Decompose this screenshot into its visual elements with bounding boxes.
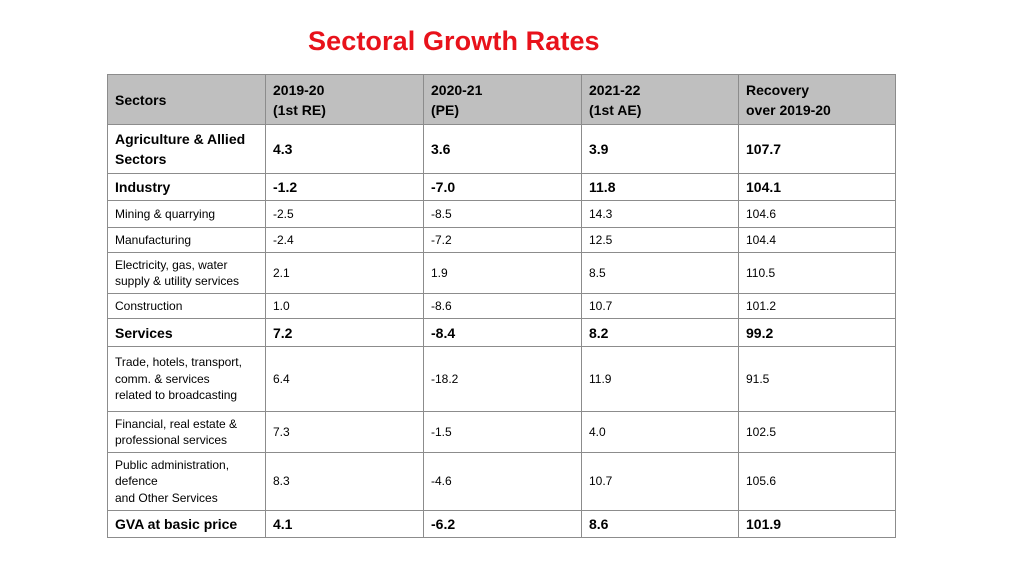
table-row: Manufacturing -2.4 -7.2 12.5 104.4 [107, 227, 896, 253]
value-2020-21-cell: -18.2 [423, 346, 582, 412]
sector-name-cell: Industry [107, 173, 266, 201]
value-2019-20-cell: 7.2 [265, 318, 424, 347]
value-2021-22-cell: 3.9 [581, 124, 739, 174]
value-2021-22-cell: 10.7 [581, 293, 739, 319]
recovery-cell: 101.9 [738, 510, 896, 538]
sector-name-cell: Agriculture & Allied Sectors [107, 124, 266, 174]
value-2020-21-cell: 3.6 [423, 124, 582, 174]
column-header-2019-20: 2019-20 (1st RE) [265, 74, 424, 125]
recovery-cell: 101.2 [738, 293, 896, 319]
sectoral-growth-table: Sectors 2019-20 (1st RE) 2020-21 (PE) 2021… [107, 74, 896, 538]
sector-name-cell: Electricity, gas, water supply & utility… [107, 252, 266, 294]
table-row: Agriculture & Allied Sectors 4.3 3.6 3.9 107… [107, 124, 896, 174]
recovery-cell: 104.1 [738, 173, 896, 201]
table-row: Services 7.2 -8.4 8.2 99.2 [107, 318, 896, 347]
value-2019-20-cell: 1.0 [265, 293, 424, 319]
table-row: Trade, hotels, transport, comm. & servic… [107, 346, 896, 412]
sector-name-cell: Mining & quarrying [107, 200, 266, 228]
value-2021-22-cell: 11.9 [581, 346, 739, 412]
value-2019-20-cell: -2.5 [265, 200, 424, 228]
table-row: Electricity, gas, water supply & utility… [107, 252, 896, 294]
value-2019-20-cell: 4.1 [265, 510, 424, 538]
value-2021-22-cell: 8.6 [581, 510, 739, 538]
sector-name-cell: Public administration, defence and Other… [107, 452, 266, 511]
recovery-cell: 99.2 [738, 318, 896, 347]
column-header-recovery: Recovery over 2019-20 [738, 74, 896, 125]
value-2020-21-cell: -7.0 [423, 173, 582, 201]
sector-name-cell: Construction [107, 293, 266, 319]
sector-name-cell: Financial, real estate & professional se… [107, 411, 266, 453]
recovery-cell: 105.6 [738, 452, 896, 511]
table-row: Public administration, defence and Other… [107, 452, 896, 511]
column-header-2021-22: 2021-22 (1st AE) [581, 74, 739, 125]
value-2021-22-cell: 11.8 [581, 173, 739, 201]
sector-name-cell: Services [107, 318, 266, 347]
recovery-cell: 104.6 [738, 200, 896, 228]
recovery-cell: 91.5 [738, 346, 896, 412]
recovery-cell: 107.7 [738, 124, 896, 174]
value-2020-21-cell: -8.5 [423, 200, 582, 228]
value-2021-22-cell: 10.7 [581, 452, 739, 511]
value-2019-20-cell: 7.3 [265, 411, 424, 453]
column-header-2020-21: 2020-21 (PE) [423, 74, 582, 125]
value-2020-21-cell: -4.6 [423, 452, 582, 511]
recovery-cell: 102.5 [738, 411, 896, 453]
value-2020-21-cell: -7.2 [423, 227, 582, 253]
value-2020-21-cell: -8.6 [423, 293, 582, 319]
table-row: GVA at basic price 4.1 -6.2 8.6 101.9 [107, 510, 896, 538]
value-2019-20-cell: 6.4 [265, 346, 424, 412]
table-row: Financial, real estate & professional se… [107, 411, 896, 453]
value-2020-21-cell: -8.4 [423, 318, 582, 347]
sector-name-cell: Trade, hotels, transport, comm. & servic… [107, 346, 266, 412]
table-header-row: Sectors 2019-20 (1st RE) 2020-21 (PE) 2021… [107, 74, 896, 125]
value-2019-20-cell: 4.3 [265, 124, 424, 174]
recovery-cell: 110.5 [738, 252, 896, 294]
value-2020-21-cell: -6.2 [423, 510, 582, 538]
value-2021-22-cell: 8.2 [581, 318, 739, 347]
page-title: Sectoral Growth Rates [308, 26, 600, 56]
recovery-cell: 104.4 [738, 227, 896, 253]
column-header-sectors: Sectors [107, 74, 266, 125]
value-2020-21-cell: 1.9 [423, 252, 582, 294]
table-row: Construction 1.0 -8.6 10.7 101.2 [107, 293, 896, 319]
value-2019-20-cell: 8.3 [265, 452, 424, 511]
value-2019-20-cell: -2.4 [265, 227, 424, 253]
sector-name-cell: GVA at basic price [107, 510, 266, 538]
value-2021-22-cell: 8.5 [581, 252, 739, 294]
value-2021-22-cell: 12.5 [581, 227, 739, 253]
value-2019-20-cell: 2.1 [265, 252, 424, 294]
table-row: Mining & quarrying -2.5 -8.5 14.3 104.6 [107, 200, 896, 228]
value-2020-21-cell: -1.5 [423, 411, 582, 453]
value-2021-22-cell: 4.0 [581, 411, 739, 453]
table-row: Industry -1.2 -7.0 11.8 104.1 [107, 173, 896, 201]
sector-name-cell: Manufacturing [107, 227, 266, 253]
value-2021-22-cell: 14.3 [581, 200, 739, 228]
value-2019-20-cell: -1.2 [265, 173, 424, 201]
